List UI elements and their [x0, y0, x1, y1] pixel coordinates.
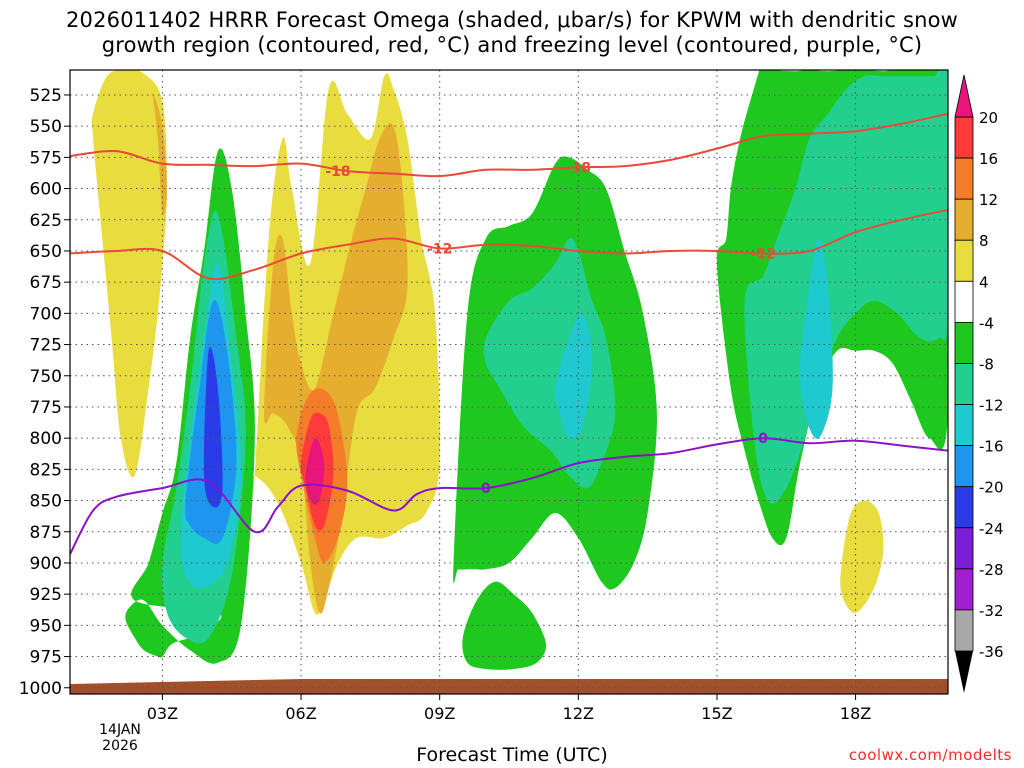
contour-lines-group: [70, 112, 948, 555]
colorbar-label-12: -32: [979, 602, 1004, 620]
x-axis-label: Forecast Time (UTC): [416, 744, 608, 766]
y-tick-label-850: 850: [30, 492, 62, 512]
colorbar-bin-12: [954, 609, 974, 652]
colorbar-bin-8: [954, 445, 974, 488]
colorbar-label-2: 12: [979, 191, 998, 209]
colorbar-label-10: -24: [979, 520, 1004, 538]
colorbar-label-13: -36: [979, 643, 1004, 661]
y-tick-label-650: 650: [30, 242, 62, 262]
colorbar-label-9: -20: [979, 479, 1004, 497]
colorbar-bottom-arrow: [955, 651, 973, 693]
x-tick-label-18Z: 18Z: [840, 704, 871, 723]
colorbar-label-11: -28: [979, 561, 1004, 579]
omega-region-8: [264, 123, 408, 614]
y-tick-label-925: 925: [30, 585, 62, 605]
chart-title-line1: 2026011402 HRRR Forecast Omega (shaded, …: [65, 8, 959, 32]
colorbar-bin-6: [954, 363, 974, 405]
colorbar-label-0: 20: [979, 109, 998, 127]
colorbar-bin-5: [954, 321, 974, 364]
y-tick-label-625: 625: [30, 211, 62, 231]
colorbar-label-1: 16: [979, 150, 998, 168]
date-label-year: 2026: [102, 738, 138, 754]
y-tick-label-775: 775: [30, 398, 62, 418]
y-tick-label-800: 800: [30, 429, 62, 449]
colorbar-bin-7: [954, 404, 974, 447]
colorbar-label-8: -16: [979, 438, 1004, 456]
omega-region-11: [305, 438, 325, 505]
series-line-0: [70, 112, 948, 178]
contour-label-1: -18: [566, 160, 591, 176]
colorbar-bin-4: [954, 280, 974, 323]
colorbar-top-arrow: [954, 74, 974, 118]
y-tick-label-950: 950: [30, 616, 62, 636]
ground-surface: [70, 679, 948, 694]
y-tick-label-675: 675: [30, 273, 62, 293]
y-tick-label-575: 575: [30, 148, 62, 168]
colorbar-label-7: -12: [979, 397, 1004, 415]
date-label-day: 14JAN: [99, 722, 141, 738]
y-tick-label-975: 975: [30, 648, 62, 668]
contour-label-2: -12: [427, 241, 452, 257]
y-tick-label-875: 875: [30, 523, 62, 543]
plot-frame: [69, 69, 949, 695]
y-tick-label-725: 725: [30, 336, 62, 356]
omega-region-15: [462, 581, 547, 670]
colorbar-label-5: -4: [979, 314, 994, 332]
chart-title-line2: growth region (contoured, red, °C) and f…: [101, 33, 923, 57]
series-line-1: [70, 208, 948, 281]
contour-label-4: 0: [481, 481, 491, 497]
omega-region-18: [799, 238, 833, 439]
y-tick-label-525: 525: [30, 86, 62, 106]
series-line-2: [70, 437, 948, 555]
colorbar-bin-2: [954, 198, 974, 241]
y-tick-label-825: 825: [30, 460, 62, 480]
y-tick-label-550: 550: [30, 117, 62, 137]
omega-region-17: [744, 70, 948, 504]
y-tick-label-600: 600: [30, 180, 62, 200]
colorbar-bin-3: [954, 239, 974, 282]
colorbar-bin-10: [954, 527, 974, 570]
colorbar-bin-11: [954, 568, 974, 611]
y-tick-label-1000: 1000: [19, 679, 62, 699]
x-tick-label-12Z: 12Z: [563, 704, 594, 723]
omega-region-19: [840, 500, 884, 613]
y-tick-label-700: 700: [30, 304, 62, 324]
colorbar-bin-1: [954, 157, 974, 200]
omega-region-6: [203, 346, 223, 508]
colorbar-bin-9: [954, 486, 974, 529]
contour-label-0: -18: [325, 164, 350, 180]
colorbar-label-6: -8: [979, 355, 994, 373]
x-tick-label-06Z: 06Z: [285, 704, 316, 723]
colorbar-label-3: 8: [979, 232, 989, 250]
contour-label-5: 0: [758, 431, 768, 447]
x-tick-label-03Z: 03Z: [147, 704, 178, 723]
contour-label-3: -12: [751, 246, 776, 262]
x-tick-label-15Z: 15Z: [701, 704, 732, 723]
y-tick-label-900: 900: [30, 554, 62, 574]
colorbar-label-4: 4: [979, 273, 989, 291]
y-tick-label-750: 750: [30, 367, 62, 387]
colorbar-bin-0: [954, 116, 974, 159]
source-credit-link[interactable]: coolwx.com/modelts: [848, 746, 1012, 764]
x-tick-label-09Z: 09Z: [424, 704, 455, 723]
omega-region-1: [153, 94, 167, 216]
